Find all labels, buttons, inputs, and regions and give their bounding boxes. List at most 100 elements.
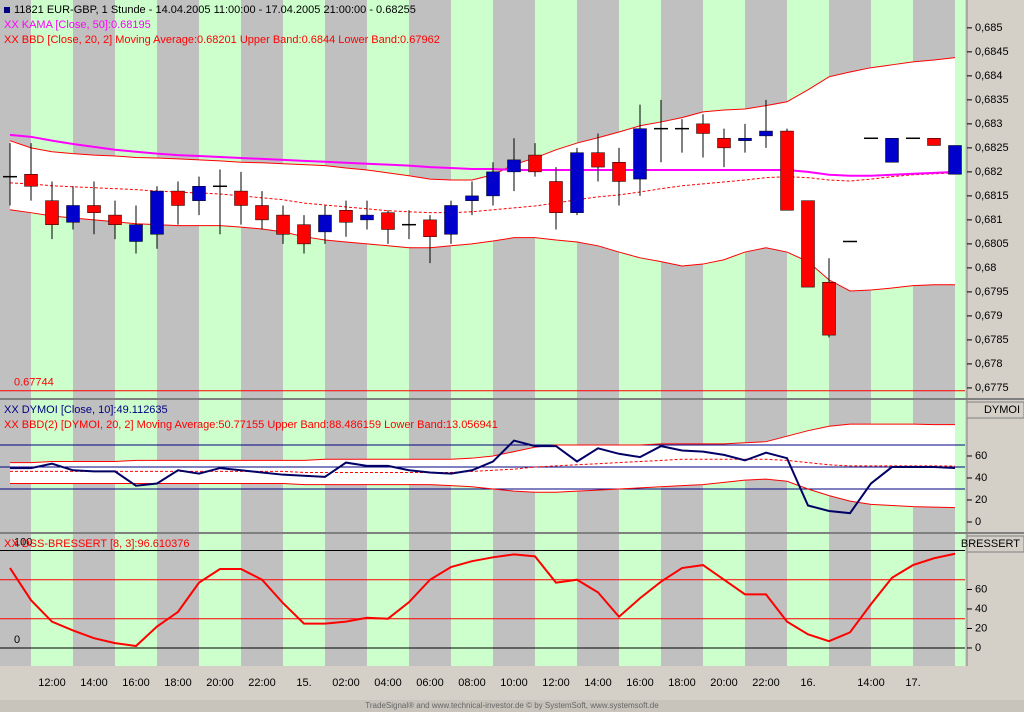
indicator-line xyxy=(10,478,956,509)
x-tick-label: 16:00 xyxy=(122,677,150,689)
stripe xyxy=(283,0,325,666)
stripe xyxy=(199,0,241,666)
candle-body xyxy=(591,152,605,168)
y-tick-label: 60 xyxy=(975,450,987,462)
candle-body xyxy=(612,162,626,182)
x-tick-label: 06:00 xyxy=(416,677,444,689)
candle-body xyxy=(297,224,311,245)
x-tick-label: 12:00 xyxy=(542,677,570,689)
indicator-line xyxy=(9,172,956,214)
indicator-line xyxy=(10,458,956,473)
candle-body xyxy=(465,195,479,201)
candle-body xyxy=(339,210,353,223)
candle-body xyxy=(276,214,290,235)
stripe xyxy=(955,0,965,666)
y-tick-label: 0,6805 xyxy=(975,238,1009,250)
y-tick-label: 0,684 xyxy=(975,70,1003,82)
y-tick-label: 0,6825 xyxy=(975,142,1009,154)
x-tick-label: 04:00 xyxy=(374,677,402,689)
x-tick-label: 14:00 xyxy=(857,677,885,689)
legend-entry: XX BBD [Close, 20, 2] Moving Average:0.6… xyxy=(4,34,440,46)
candle-body xyxy=(780,130,794,211)
session-stripes xyxy=(31,0,965,666)
y-tick-label: 40 xyxy=(975,603,987,615)
indicator-line xyxy=(9,133,956,177)
x-tick-label: 17. xyxy=(905,677,920,689)
candle-body xyxy=(444,205,458,235)
candle-body xyxy=(633,128,647,180)
candle-body xyxy=(717,138,731,149)
candle-body xyxy=(381,212,395,230)
candle-body xyxy=(66,205,80,223)
footer-area xyxy=(0,700,1024,712)
x-tick-label: 16:00 xyxy=(626,677,654,689)
x-tick-label: 18:00 xyxy=(164,677,192,689)
candle-body xyxy=(696,123,710,134)
y-tick-label: 0,678 xyxy=(975,358,1003,370)
candle-body xyxy=(87,205,101,213)
chart-title: 11821 EUR-GBP, 1 Stunde - 14.04.2005 11:… xyxy=(14,4,416,16)
y-tick-label: 20 xyxy=(975,494,987,506)
legend-entry: XX KAMA [Close, 50]:0.68195 xyxy=(4,19,151,31)
x-tick-label: 20:00 xyxy=(206,677,234,689)
candle-body xyxy=(885,138,899,163)
x-tick-label: 12:00 xyxy=(38,677,66,689)
y-tick-label: 20 xyxy=(975,622,987,634)
candle-body xyxy=(759,130,773,137)
legend-entry: XX DSS-BRESSERT [8, 3]:96.610376 xyxy=(4,538,189,550)
stripe xyxy=(703,0,745,666)
candle-body xyxy=(738,138,752,141)
y-tick-label: 0,681 xyxy=(975,214,1003,226)
candle-body xyxy=(24,174,38,187)
horizontal-line-label: 0 xyxy=(14,634,20,646)
horizontal-line-label: 100 xyxy=(14,536,32,548)
y-tick-label: 0,682 xyxy=(975,166,1003,178)
panel-label-box xyxy=(966,401,1024,419)
indicator-line xyxy=(9,552,956,648)
stripe xyxy=(451,0,493,666)
candle-body xyxy=(507,159,521,173)
y-tick-label: 0,6815 xyxy=(975,190,1009,202)
x-tick-label: 02:00 xyxy=(332,677,360,689)
candle-body xyxy=(927,138,941,146)
y-tick-label: 0,683 xyxy=(975,118,1003,130)
footer: TradeSignal® and www.technical-investor.… xyxy=(365,701,659,710)
indicator-line xyxy=(10,439,956,515)
y-tick-label: 0,6835 xyxy=(975,94,1009,106)
y-tick-label: 0,679 xyxy=(975,310,1003,322)
candle-body xyxy=(171,190,185,206)
candle-body xyxy=(486,171,500,197)
y-tick-label: 0 xyxy=(975,642,981,654)
x-tick-label: 16. xyxy=(800,677,815,689)
y-tick-label: 60 xyxy=(975,583,987,595)
x-tick-label: 20:00 xyxy=(710,677,738,689)
y-tick-label: 0 xyxy=(975,516,981,528)
candle-body xyxy=(360,214,374,221)
stripe xyxy=(619,0,661,666)
stripe xyxy=(115,0,157,666)
x-axis-area xyxy=(0,666,1024,700)
y-tick-label: 0,6785 xyxy=(975,334,1009,346)
y-tick-label: 0,6775 xyxy=(975,382,1009,394)
candle-body xyxy=(129,224,143,242)
candle-body xyxy=(45,200,59,225)
y-tick-label: 0,68 xyxy=(975,262,996,274)
candle-body xyxy=(822,282,836,336)
panel-label: BRESSERT xyxy=(961,538,1020,550)
candle-body xyxy=(528,154,542,173)
y-axis-area xyxy=(965,0,1024,666)
stripe xyxy=(31,0,73,666)
candle-body xyxy=(255,205,269,221)
candle-body xyxy=(108,214,122,225)
panel-label-box xyxy=(966,535,1024,553)
stripe xyxy=(367,0,409,666)
candle-body xyxy=(234,190,248,206)
stripe xyxy=(535,0,577,666)
x-tick-label: 08:00 xyxy=(458,677,486,689)
y-tick-label: 0,6845 xyxy=(975,46,1009,58)
panel-label: DYMOI xyxy=(984,404,1020,416)
candle-body xyxy=(801,200,815,288)
candle-body xyxy=(423,219,437,237)
x-tick-label: 22:00 xyxy=(248,677,276,689)
